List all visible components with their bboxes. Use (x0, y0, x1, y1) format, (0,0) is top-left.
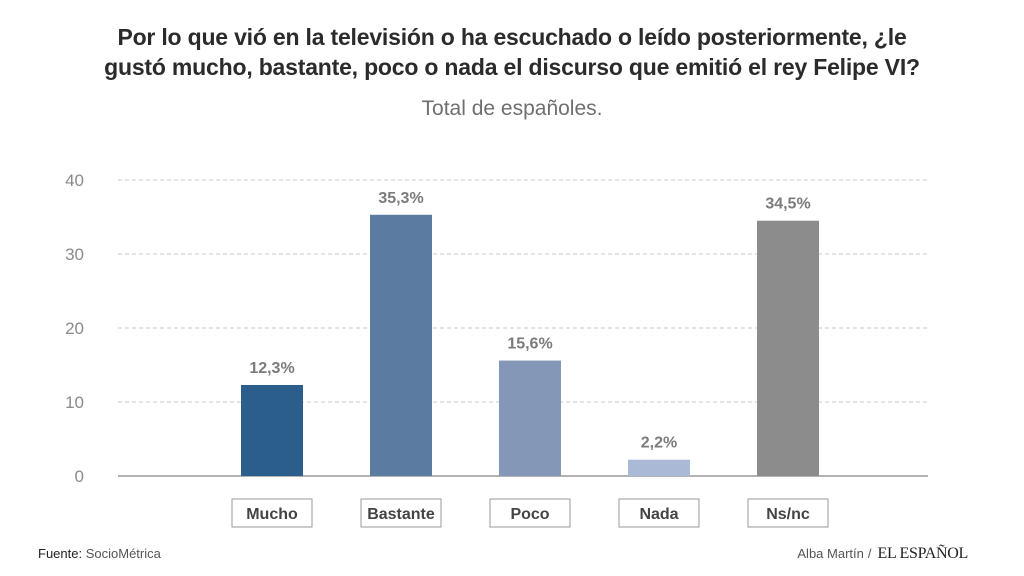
value-label: 35,3% (378, 190, 423, 207)
y-tick-label: 0 (75, 467, 84, 486)
bar-mucho (241, 384, 303, 476)
source-note: Fuente: SocioMétrica (38, 546, 161, 561)
bar-ns-nc (757, 220, 819, 476)
source-label: Fuente: (38, 546, 83, 561)
brand-logo: EL ESPAÑOL (877, 545, 969, 562)
category-box (618, 498, 700, 528)
y-tick-label: 20 (65, 319, 84, 338)
y-tick-label: 40 (65, 171, 84, 190)
y-tick-label: 30 (65, 245, 84, 264)
value-label: 34,5% (765, 196, 810, 213)
value-label: 2,2% (641, 435, 677, 452)
bar-poco (499, 360, 561, 476)
source-value: SocioMétrica (85, 546, 161, 561)
category-label: Poco (510, 506, 549, 523)
chart-title: Por lo que vió en la televisión o ha esc… (0, 22, 1024, 82)
category-label: Mucho (246, 506, 298, 523)
category-label: Ns/nc (766, 506, 810, 523)
category-box (360, 498, 442, 528)
category-box (231, 498, 313, 528)
y-axis-ticks: 0 10 20 30 40 (65, 171, 84, 486)
chart-title-line-1: Por lo que vió en la televisión o ha esc… (117, 24, 907, 50)
author-name: Alba Martín (797, 546, 864, 561)
y-tick-label: 10 (65, 393, 84, 412)
bar-nada (628, 459, 690, 476)
category-label: Bastante (367, 506, 435, 523)
value-label: 12,3% (249, 360, 294, 377)
chart-subtitle: Total de españoles. (421, 97, 603, 120)
category-box (747, 498, 829, 528)
bar-bastante (370, 214, 432, 476)
category-label: Nada (639, 506, 678, 523)
value-labels: 12,3% 35,3% 15,6% 2,2% 34,5% (249, 190, 810, 452)
bars (241, 214, 819, 476)
category-box (489, 498, 571, 528)
chart-title-line-2: gustó mucho, bastante, poco o nada el di… (104, 54, 920, 80)
category-labels: Mucho Bastante Poco Nada Ns/nc (231, 498, 829, 528)
credit-separator: / (867, 546, 872, 561)
credits: Alba Martín / EL ESPAÑOL (797, 545, 968, 563)
value-label: 15,6% (507, 336, 552, 353)
